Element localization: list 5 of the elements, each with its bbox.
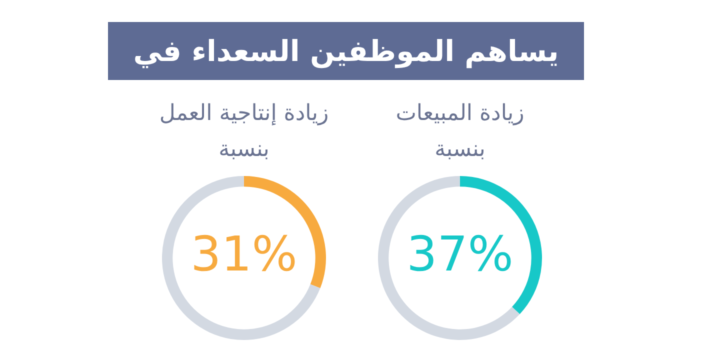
data-label: 37% (406, 226, 514, 282)
text: يساهم الموظفين السعداء في (108, 22, 584, 80)
chart-title: زيادة المبيعات بنسبة (394, 100, 526, 164)
chart-title: زيادة إنتاجية العمل بنسبة (158, 100, 330, 164)
data-label: 31% (190, 226, 298, 282)
